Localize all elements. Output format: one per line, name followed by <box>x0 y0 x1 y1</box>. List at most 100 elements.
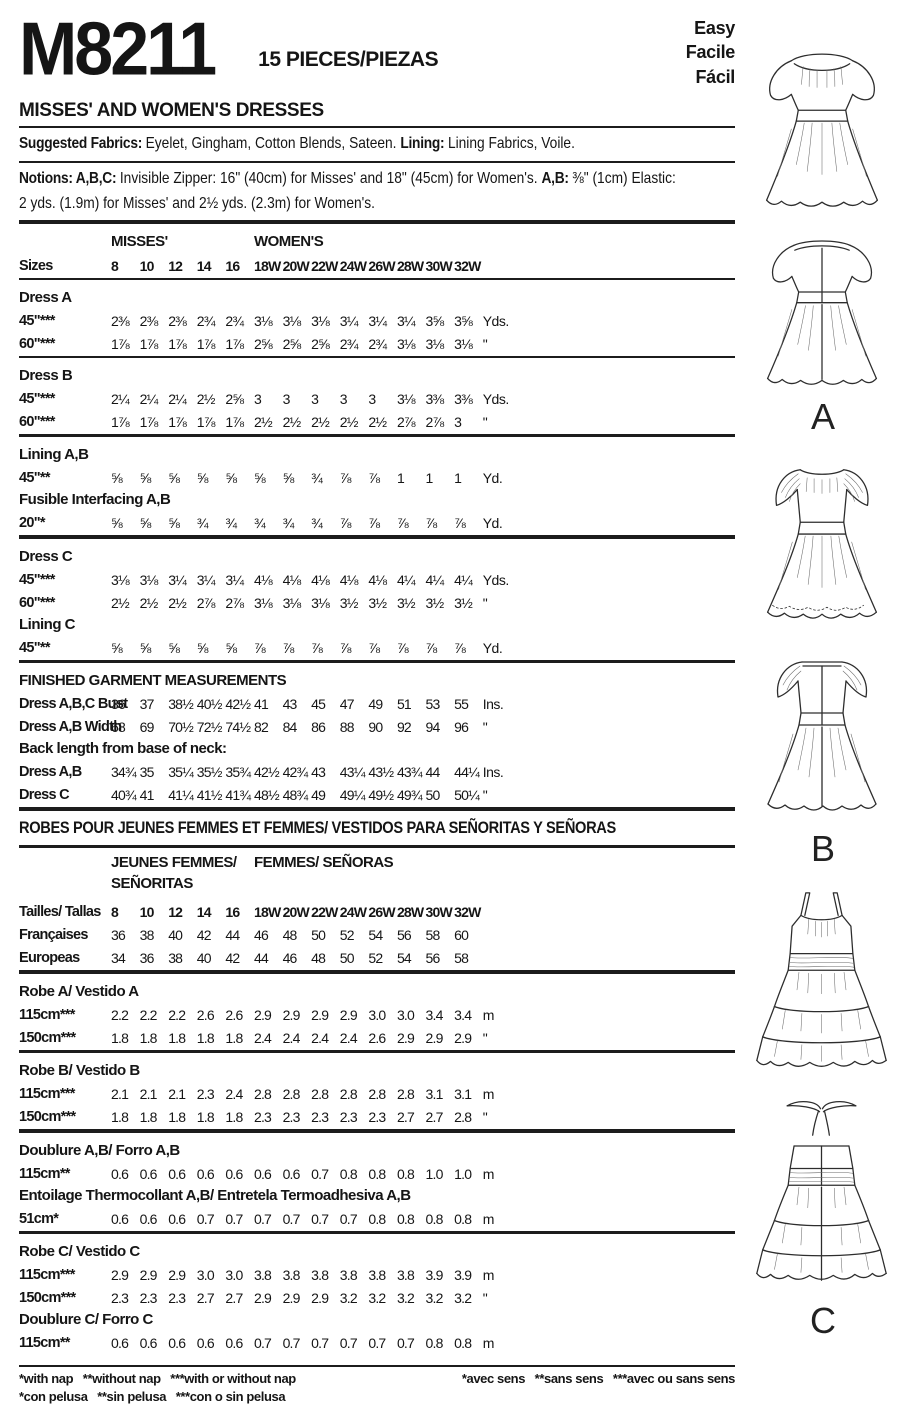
yardage-cell: 2.9 <box>168 1267 186 1284</box>
yardage-cell: ¾ <box>311 515 323 532</box>
yardage-cell: ¾ <box>196 515 209 532</box>
yardage-cell: 3⅛ <box>253 312 273 329</box>
yardage-cell: 3¼ <box>196 571 216 588</box>
yardage-cell: ⅝ <box>139 470 152 487</box>
footnotes-line-1: *with nap **without nap ***with or witho… <box>19 1371 735 1386</box>
divider <box>19 970 735 974</box>
yardage-row: 45"*** 2⅜ 2⅜ 2⅜ 2¾ 2¾ 3⅛ 3⅛ 3⅛ 3¼ 3¼ 3¼ 3⅝ 3⅝ Yds. <box>19 306 735 329</box>
yardage-cell: 1.8 <box>111 1109 129 1126</box>
row-label: 45"** <box>19 639 50 656</box>
yardage-cell: 1⅞ <box>225 335 244 352</box>
yardage-cell: 2.3 <box>368 1109 386 1126</box>
yardage-cell: 49 <box>311 787 326 804</box>
yardage-cell: ⅝ <box>253 470 266 487</box>
yardage-cell: 0.6 <box>139 1210 158 1227</box>
yardage-cell: 2.7 <box>396 1109 415 1126</box>
yardage-cell: 48¾ <box>282 787 309 804</box>
yardage-cell: 4⅛ <box>368 571 387 588</box>
yardage-cell: 2.1 <box>168 1086 186 1103</box>
yardage-cell: 2½ <box>139 594 159 611</box>
yardage-cell: 0.6 <box>225 1165 243 1182</box>
yardage-cell: 74½ <box>225 719 251 736</box>
yardage-cell: 50 <box>339 950 355 967</box>
yardage-cell: 2½ <box>168 594 187 611</box>
yardage-cell: 88 <box>339 719 355 736</box>
unit-cell: Yd. <box>482 470 503 487</box>
size-cell: 26W <box>368 904 395 921</box>
unit-cell: " <box>482 719 488 736</box>
dress-a-front-illustration <box>765 53 879 207</box>
pattern-number: M8211 <box>19 6 217 91</box>
yardage-cell: 48½ <box>253 787 280 804</box>
yardage-cell: 48 <box>282 927 298 944</box>
yardage-cell: ¾ <box>282 515 295 532</box>
yardage-cell: 0.8 <box>454 1210 472 1227</box>
group-header-womens: WOMEN'S <box>253 232 324 250</box>
yardage-cell: 0.8 <box>396 1210 415 1227</box>
yardage-cell: 58 <box>425 927 441 944</box>
yardage-cell: ¾ <box>311 470 323 487</box>
yardage-row: 51cm* 0.6 0.6 0.6 0.7 0.7 0.7 0.7 0.7 0.7 0.8 0.8 0.… <box>19 1204 735 1227</box>
yardage-cell: 0.7 <box>225 1210 243 1227</box>
yardage-cell: 2.2 <box>168 1006 186 1023</box>
yardage-row: 45"** ⅝ ⅝ ⅝ ⅝ ⅝ ⅞ ⅞ ⅞ ⅞ ⅞ ⅞ ⅞ ⅞ Yd. <box>19 633 735 656</box>
text-segment: ⅜" (1cm) Elastic: <box>572 169 676 187</box>
yardage-cell: 2½ <box>368 413 387 430</box>
yardage-cell: 2⅞ <box>196 594 216 611</box>
size-cell: 14 <box>196 904 212 921</box>
yardage-cell: ⅝ <box>196 639 209 656</box>
yardage-cell: 2.4 <box>225 1086 243 1103</box>
header: M8211 15 PIECES/PIEZAS Easy Facile Fácil <box>19 6 736 98</box>
yardage-cell: 2.8 <box>311 1086 329 1103</box>
yardage-cell: 60 <box>454 927 469 944</box>
yardage-cell: 90 <box>368 719 383 736</box>
yardage-cell: 2¼ <box>111 390 130 407</box>
table-section-title: Robe C/ Vestido C <box>19 1243 140 1261</box>
yardage-cell: 1⅞ <box>168 413 187 430</box>
yardage-cell: 3¼ <box>168 571 187 588</box>
table-section-title: Robe A/ Vestido A <box>19 982 139 1000</box>
yardage-cell: 2⅞ <box>425 413 445 430</box>
yardage-cell: 4⅛ <box>311 571 330 588</box>
unit-cell: " <box>482 1029 488 1046</box>
yardage-cell: 0.7 <box>196 1210 215 1227</box>
yardage-cell: 2¾ <box>225 312 244 329</box>
view-c-label: C <box>810 1300 836 1341</box>
yardage-cell: 41 <box>253 696 269 713</box>
yardage-cell: 50¼ <box>454 787 480 804</box>
row-label: Dress A,B Width <box>19 719 122 736</box>
yardage-cell: 2.9 <box>339 1006 358 1023</box>
notions-line-2: 2 yds. (1.9m) for Misses' and 2½ yds. (2… <box>19 194 375 212</box>
text-segment: A,B: <box>541 169 573 187</box>
yardage-cell: 2.3 <box>139 1290 158 1307</box>
yardage-cell: ⅞ <box>454 639 466 656</box>
yardage-cell: ⅝ <box>111 639 123 656</box>
yardage-cell: 2⅝ <box>311 335 330 352</box>
size-group-header-row: MISSES' WOMEN'S <box>19 228 735 250</box>
yardage-cell: 2.3 <box>253 1109 272 1126</box>
unit-cell: m <box>482 1086 495 1103</box>
yardage-cell: 3 <box>368 390 376 407</box>
yardage-cell: 2.8 <box>282 1086 301 1103</box>
yardage-cell: 3¼ <box>396 312 416 329</box>
size-cell: 24W <box>339 257 367 274</box>
yardage-cell: 1⅞ <box>111 335 130 352</box>
text-segment: Lining Fabrics, Voile. <box>447 135 575 152</box>
row-label: 45"** <box>19 470 50 487</box>
yardage-cell: 0.6 <box>225 1335 243 1352</box>
table-banner-text: ROBES POUR JEUNES FEMMES ET FEMMES/ VEST… <box>19 817 616 837</box>
yardage-cell: 3¼ <box>225 571 244 588</box>
yardage-cell: 3⅛ <box>454 335 473 352</box>
difficulty-badge: Easy Facile Fácil <box>686 16 736 89</box>
yardage-cell: 1⅞ <box>168 335 187 352</box>
row-label: 45"*** <box>19 571 55 588</box>
yardage-cell: 1 <box>454 470 462 487</box>
yardage-cell: 3.8 <box>396 1267 415 1284</box>
yardage-row: 45"** ⅝ ⅝ ⅝ ⅝ ⅝ ⅝ ⅝ ¾ ⅞ ⅞ 1 1 1 Yd. <box>19 463 735 486</box>
size-cell: 20W <box>282 257 310 274</box>
yardage-cell: 0.7 <box>339 1210 358 1227</box>
yardage-cell: 2.9 <box>425 1029 444 1046</box>
yardage-cell: 2.4 <box>311 1029 329 1046</box>
yardage-cell: 0.7 <box>396 1335 415 1352</box>
yardage-cell: 0.6 <box>196 1335 215 1352</box>
